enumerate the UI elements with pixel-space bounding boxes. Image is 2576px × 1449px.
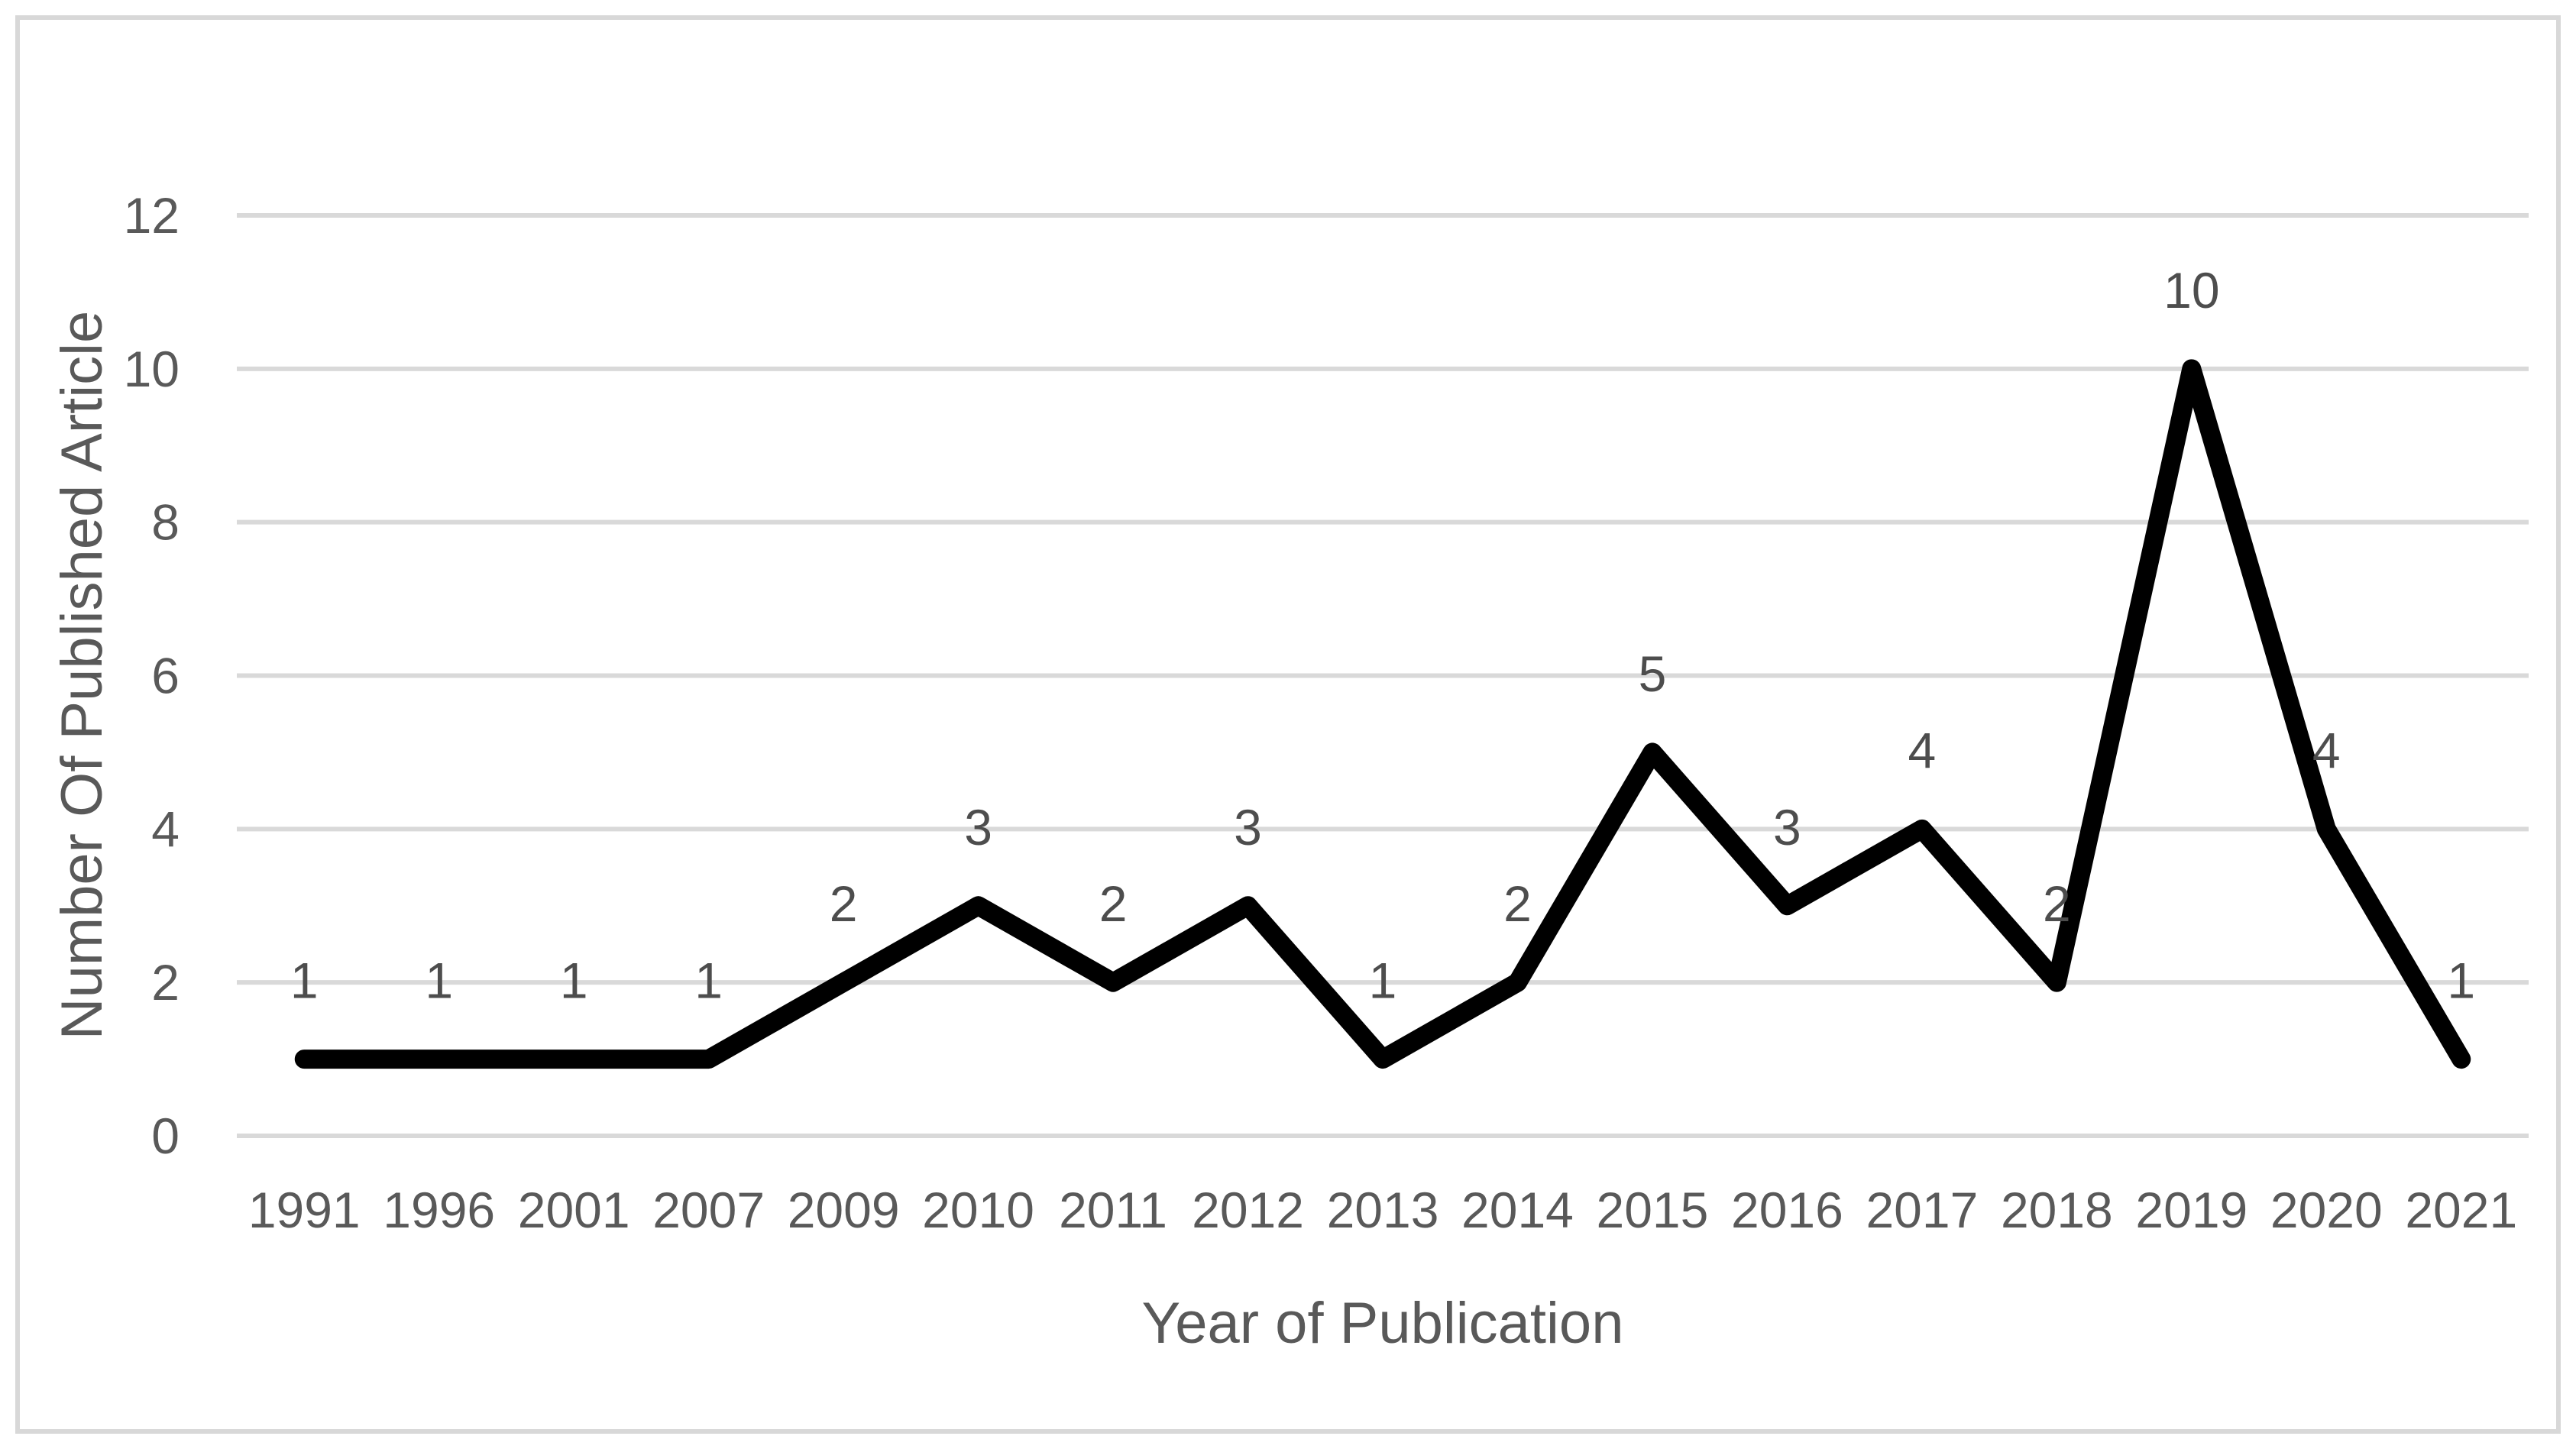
- y-tick-label-10: 10: [124, 341, 180, 397]
- series-group: [294, 359, 2471, 1069]
- x-tick-label-2016: 2016: [1731, 1182, 1843, 1238]
- y-tick-label-12: 12: [124, 187, 180, 244]
- data-label-2012: 3: [1234, 799, 1262, 855]
- y-tick-label-6: 6: [151, 648, 180, 704]
- x-tick-label-2021: 2021: [2405, 1182, 2517, 1238]
- gridlines-group: [237, 213, 2529, 1138]
- x-tick-label-2020: 2020: [2270, 1182, 2383, 1238]
- x-tick-label-2007: 2007: [652, 1182, 765, 1238]
- x-tick-label-1991: 1991: [248, 1182, 361, 1238]
- x-tick-label-2019: 2019: [2135, 1182, 2248, 1238]
- data-label-2017: 4: [1908, 722, 1937, 778]
- y-axis-tick-labels: 0 2 4 6 8 10 12: [124, 187, 180, 1164]
- series-line: [294, 359, 2471, 1069]
- data-label-1996: 1: [425, 953, 453, 1009]
- x-tick-label-2009: 2009: [788, 1182, 900, 1238]
- data-label-2014: 2: [1503, 875, 1532, 932]
- x-tick-label-2012: 2012: [1192, 1182, 1304, 1238]
- x-tick-label-2013: 2013: [1327, 1182, 1439, 1238]
- x-tick-label-2018: 2018: [2001, 1182, 2113, 1238]
- data-label-2015: 5: [1639, 645, 1667, 702]
- data-label-2019: 10: [2163, 262, 2219, 319]
- data-label-2016: 3: [1773, 799, 1801, 855]
- data-label-2018: 2: [2043, 875, 2071, 932]
- x-tick-label-2010: 2010: [922, 1182, 1034, 1238]
- x-tick-label-2011: 2011: [1059, 1182, 1167, 1238]
- x-axis-title: Year of Publication: [1142, 1291, 1624, 1356]
- data-label-2020: 4: [2312, 722, 2341, 778]
- x-tick-label-2014: 2014: [1461, 1182, 1574, 1238]
- data-label-2011: 2: [1099, 875, 1128, 932]
- y-tick-label-8: 8: [151, 494, 180, 551]
- data-label-2009: 2: [830, 875, 858, 932]
- x-tick-label-1996: 1996: [383, 1182, 495, 1238]
- data-labels-group: 1 1 1 1 2 3 2 3 1 2 5 3 4 2 10 4 1: [290, 262, 2475, 1009]
- y-tick-label-0: 0: [151, 1108, 180, 1164]
- data-label-2013: 1: [1369, 953, 1397, 1009]
- x-tick-label-2017: 2017: [1866, 1182, 1978, 1238]
- x-axis-tick-labels: 1991 1996 2001 2007 2009 2010 2011 2012 2013 2014…: [248, 1182, 2517, 1238]
- x-tick-label-2015: 2015: [1597, 1182, 1709, 1238]
- y-tick-label-2: 2: [151, 954, 180, 1011]
- data-label-2010: 3: [964, 799, 992, 855]
- data-label-1991: 1: [290, 953, 319, 1009]
- x-tick-label-2001: 2001: [518, 1182, 630, 1238]
- data-label-2007: 1: [694, 953, 723, 1009]
- y-axis-title: Number Of Published Article: [50, 311, 115, 1040]
- y-tick-label-4: 4: [151, 801, 180, 857]
- data-label-2021: 1: [2447, 953, 2475, 1009]
- data-label-2001: 1: [560, 953, 588, 1009]
